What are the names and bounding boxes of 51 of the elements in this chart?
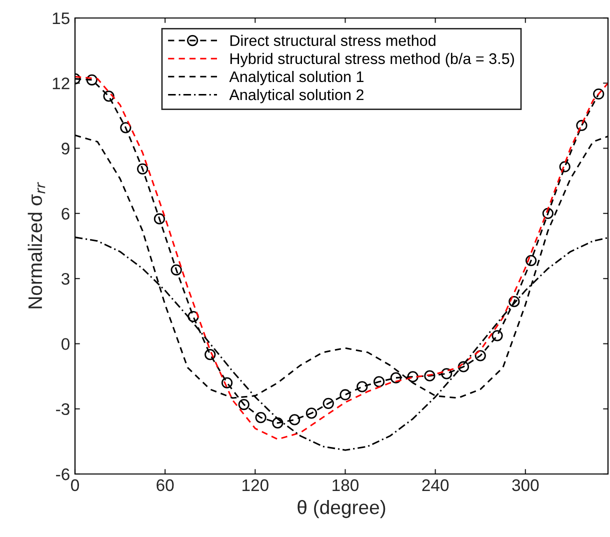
y-axis-title: Normalized σ$_{rr}$ xyxy=(28,182,46,308)
point xyxy=(86,74,98,86)
point xyxy=(340,389,351,400)
point xyxy=(559,161,570,172)
point xyxy=(137,163,148,174)
point xyxy=(103,90,114,102)
y-tick-label: 6 xyxy=(62,208,70,220)
point xyxy=(373,376,385,388)
legend-label: Analytical solution 2 xyxy=(229,88,364,104)
point xyxy=(492,330,503,342)
legend-label: Direct structural stress method xyxy=(230,34,436,46)
point xyxy=(221,377,233,388)
point xyxy=(542,208,554,219)
point xyxy=(272,417,284,429)
point xyxy=(255,412,266,424)
x-tick-label: 180 xyxy=(332,479,359,492)
point xyxy=(407,371,418,382)
point xyxy=(238,398,250,410)
point xyxy=(289,414,300,426)
point xyxy=(424,370,436,382)
point xyxy=(356,381,368,392)
x-tick-label: 0 xyxy=(71,479,79,492)
y-tick-label: -6 xyxy=(56,468,70,480)
y-tick-label: 15 xyxy=(52,12,70,24)
point xyxy=(170,264,182,276)
point xyxy=(390,372,402,384)
x-tick-label: 240 xyxy=(422,479,449,492)
x-axis-title: θ (degree) xyxy=(298,500,386,518)
point xyxy=(306,408,318,419)
point xyxy=(458,361,470,372)
point xyxy=(576,120,588,132)
point xyxy=(525,254,537,266)
point xyxy=(441,368,452,380)
legend-label: Hybrid structural stress method (b/a = 3.5) xyxy=(230,52,514,68)
y-tick-label: 3 xyxy=(62,272,70,285)
point xyxy=(204,349,216,360)
point xyxy=(474,350,486,362)
point xyxy=(188,311,199,322)
y-tick-label: 12 xyxy=(52,78,70,90)
legend-label: Analytical solution 1 xyxy=(229,70,364,86)
y-tick-label: 9 xyxy=(62,142,70,154)
y-tick-label: -3 xyxy=(56,403,70,416)
x-tick-label: 120 xyxy=(242,479,268,492)
point xyxy=(508,296,520,308)
point xyxy=(120,122,132,134)
x-tick-label: 60 xyxy=(156,479,174,492)
y-tick-label: 0 xyxy=(62,338,70,350)
point xyxy=(593,88,604,100)
point xyxy=(322,398,334,409)
point xyxy=(154,213,166,224)
x-tick-label: 300 xyxy=(512,479,539,492)
